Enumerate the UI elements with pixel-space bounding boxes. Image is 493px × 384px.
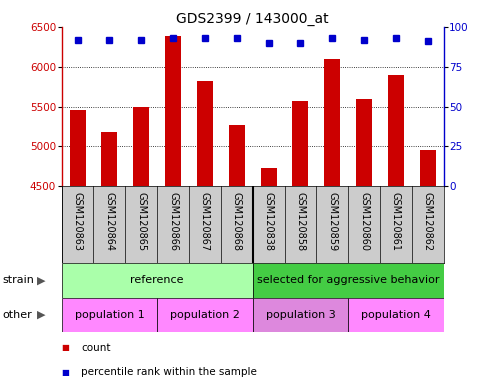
Bar xyxy=(420,150,436,384)
Text: population 2: population 2 xyxy=(170,310,240,320)
Text: GSM120865: GSM120865 xyxy=(136,192,146,252)
Text: GSM120861: GSM120861 xyxy=(391,192,401,252)
Bar xyxy=(292,101,309,384)
Text: ■: ■ xyxy=(62,368,70,377)
Bar xyxy=(157,298,252,332)
Text: GSM120859: GSM120859 xyxy=(327,192,337,252)
Text: GSM120866: GSM120866 xyxy=(168,192,178,252)
Bar xyxy=(356,99,372,384)
Text: GSM120867: GSM120867 xyxy=(200,192,210,252)
Bar xyxy=(324,59,340,384)
Bar xyxy=(102,132,117,384)
Bar xyxy=(197,81,213,384)
Bar xyxy=(348,298,444,332)
Bar xyxy=(388,74,404,384)
Text: GSM120862: GSM120862 xyxy=(423,192,433,252)
Text: other: other xyxy=(2,310,32,320)
Text: GSM120860: GSM120860 xyxy=(359,192,369,252)
Bar xyxy=(165,36,181,384)
Bar xyxy=(252,263,444,298)
Text: strain: strain xyxy=(2,275,35,285)
Text: population 4: population 4 xyxy=(361,310,431,320)
Text: ▶: ▶ xyxy=(37,310,45,320)
Text: ■: ■ xyxy=(62,343,70,352)
Text: selected for aggressive behavior: selected for aggressive behavior xyxy=(257,275,439,285)
Bar xyxy=(62,298,157,332)
Text: GSM120868: GSM120868 xyxy=(232,192,242,252)
Bar xyxy=(70,110,85,384)
Bar xyxy=(261,168,277,384)
Text: GSM120864: GSM120864 xyxy=(105,192,114,252)
Text: GSM120858: GSM120858 xyxy=(295,192,306,252)
Text: GSM120838: GSM120838 xyxy=(264,192,274,252)
Text: reference: reference xyxy=(130,275,184,285)
Text: population 3: population 3 xyxy=(266,310,335,320)
Text: GSM120863: GSM120863 xyxy=(72,192,82,252)
Bar xyxy=(229,125,245,384)
Text: percentile rank within the sample: percentile rank within the sample xyxy=(81,367,257,377)
Text: count: count xyxy=(81,343,111,353)
Bar xyxy=(133,108,149,384)
Text: ▶: ▶ xyxy=(37,275,45,285)
Text: population 1: population 1 xyxy=(74,310,144,320)
Bar xyxy=(252,298,348,332)
Title: GDS2399 / 143000_at: GDS2399 / 143000_at xyxy=(176,12,329,26)
Bar xyxy=(62,263,252,298)
